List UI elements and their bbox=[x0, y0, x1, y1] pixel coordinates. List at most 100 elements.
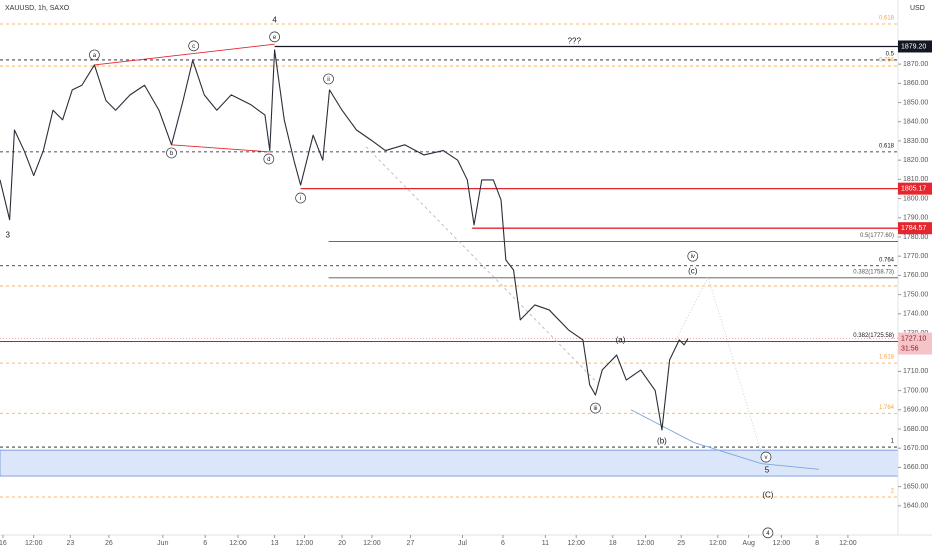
x-tick-label: 12:00 bbox=[229, 540, 247, 547]
y-tick-label: 1790.00 bbox=[903, 215, 928, 222]
wave-circle bbox=[89, 49, 100, 61]
wave-label: v bbox=[764, 455, 767, 461]
price-box-label: 1805.17 bbox=[901, 185, 926, 192]
level-label: 1.764 bbox=[879, 405, 895, 411]
price-box-label: 1879.20 bbox=[901, 43, 926, 50]
wave-label: 4 bbox=[766, 531, 770, 537]
wave-circle bbox=[188, 40, 200, 52]
wave-circle bbox=[590, 402, 601, 414]
level-label: 0.382(1725.58) bbox=[853, 333, 894, 339]
wave-label: 4 bbox=[272, 16, 277, 25]
wave-circle bbox=[760, 451, 772, 463]
drawing-line bbox=[94, 43, 275, 66]
y-tick-label: 1670.00 bbox=[903, 445, 928, 452]
x-tick-label: 12:00 bbox=[709, 540, 727, 547]
unit-label: USD bbox=[910, 5, 925, 12]
wave-circle bbox=[263, 153, 275, 165]
wave-label: ii bbox=[327, 77, 330, 83]
x-tick-label: Aug bbox=[742, 540, 755, 547]
x-tick-label: 18 bbox=[609, 540, 617, 547]
x-tick-label: 6 bbox=[501, 540, 505, 547]
drawing-line bbox=[674, 276, 762, 453]
y-tick-label: 1690.00 bbox=[903, 407, 928, 414]
y-tick-label: 1650.00 bbox=[903, 483, 928, 490]
wave-circle bbox=[323, 73, 334, 85]
y-tick-label: 1740.00 bbox=[903, 311, 928, 318]
wave-label: 5 bbox=[765, 466, 770, 475]
target-zone bbox=[0, 449, 899, 477]
wave-label: e bbox=[273, 35, 277, 41]
y-tick-label: 1640.00 bbox=[903, 503, 928, 510]
chart-title: XAUUSD, 1h, SAXO bbox=[5, 5, 70, 12]
wave-label: c bbox=[192, 44, 195, 50]
level-label: 2 bbox=[891, 489, 895, 495]
wave-circle bbox=[269, 31, 280, 43]
y-tick-label: 1660.00 bbox=[903, 464, 928, 471]
level-label: 1.618 bbox=[879, 355, 895, 361]
price-box-label: 1784.57 bbox=[901, 225, 926, 232]
wave-circle bbox=[762, 527, 774, 539]
x-tick-label: 12:00 bbox=[25, 540, 43, 547]
y-tick-label: 1830.00 bbox=[903, 138, 928, 145]
x-tick-label: 23 bbox=[66, 540, 74, 547]
wave-label: a bbox=[93, 53, 97, 59]
x-tick-label: 16 bbox=[0, 540, 7, 547]
last-price-box bbox=[898, 332, 932, 355]
x-tick-label: 12:00 bbox=[296, 540, 314, 547]
x-tick-label: 12:00 bbox=[567, 540, 585, 547]
x-tick-label: 26 bbox=[105, 540, 113, 547]
last-price-label: 1727.10 bbox=[901, 335, 926, 342]
wave-label: b bbox=[170, 151, 174, 157]
y-tick-label: 1770.00 bbox=[903, 253, 928, 260]
wave-label: d bbox=[267, 157, 270, 163]
y-tick-label: 1760.00 bbox=[903, 272, 928, 279]
wave-circle bbox=[166, 147, 177, 159]
level-label: 0.764 bbox=[879, 58, 895, 64]
x-tick-label: 11 bbox=[542, 540, 549, 547]
wave-label: (b) bbox=[657, 437, 667, 446]
y-tick-label: 1710.00 bbox=[903, 368, 928, 375]
price-box bbox=[898, 182, 932, 195]
y-tick-label: 1820.00 bbox=[903, 157, 928, 164]
wave-label: iii bbox=[593, 406, 597, 412]
x-tick-label: 6 bbox=[203, 540, 207, 547]
level-label: 0.764 bbox=[879, 257, 895, 263]
x-tick-label: 8 bbox=[815, 540, 819, 547]
x-tick-label: 12:00 bbox=[637, 540, 655, 547]
price-box bbox=[898, 222, 932, 235]
x-tick-label: 25 bbox=[677, 540, 685, 547]
x-tick-label: 20 bbox=[338, 540, 346, 547]
y-tick-label: 1800.00 bbox=[903, 195, 928, 202]
y-tick-label: 1870.00 bbox=[903, 61, 928, 68]
wave-label: (c) bbox=[688, 267, 698, 276]
x-tick-label: 12:00 bbox=[839, 540, 857, 547]
price-box bbox=[898, 40, 932, 53]
wave-label: (a) bbox=[616, 336, 626, 345]
price-line bbox=[0, 49, 689, 431]
y-tick-label: 1810.00 bbox=[903, 176, 928, 183]
y-tick-label: 1850.00 bbox=[903, 99, 928, 106]
drawing-line bbox=[171, 144, 270, 153]
x-tick-label: 13 bbox=[271, 540, 279, 547]
wave-label: (C) bbox=[762, 491, 773, 500]
level-label: 0.382(1758.73) bbox=[853, 269, 894, 275]
y-tick-label: 1780.00 bbox=[903, 234, 928, 241]
wave-label: iv bbox=[691, 254, 695, 260]
x-tick-label: 12:00 bbox=[773, 540, 791, 547]
x-tick-label: Jun bbox=[157, 540, 168, 547]
wave-circle bbox=[295, 192, 306, 204]
wave-label: i bbox=[300, 196, 301, 202]
wave-circle bbox=[687, 250, 699, 262]
y-tick-label: 1750.00 bbox=[903, 291, 928, 298]
wave-label: ??? bbox=[568, 37, 582, 46]
wave-label: 3 bbox=[5, 231, 10, 240]
drawing-line bbox=[365, 146, 598, 384]
y-tick-label: 1700.00 bbox=[903, 387, 928, 394]
x-tick-label: Jul bbox=[458, 540, 467, 547]
level-label: 1 bbox=[891, 439, 895, 445]
x-tick-label: 27 bbox=[407, 540, 415, 547]
x-tick-label: 12:00 bbox=[363, 540, 381, 547]
y-tick-label: 1840.00 bbox=[903, 119, 928, 126]
